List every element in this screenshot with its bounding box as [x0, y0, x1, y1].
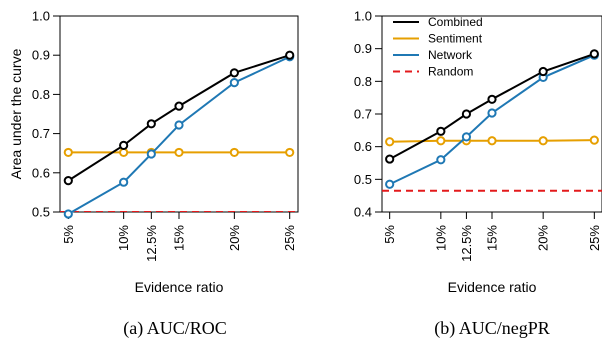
y-tick-label: 0.7: [32, 126, 50, 141]
y-tick-label: 0.6: [32, 165, 50, 180]
data-point-combined: [63, 176, 73, 186]
x-tick-label: 15%: [485, 225, 500, 251]
caption-auc-negpr: (b) AUC/negPR: [434, 318, 550, 339]
y-tick-label: 0.4: [354, 205, 372, 220]
y-tick-label: 0.5: [32, 205, 50, 220]
data-point-network: [63, 209, 73, 219]
x-axis-label: Evidence ratio: [135, 279, 224, 295]
data-point-network: [146, 149, 156, 159]
series-line-sentiment: [389, 139, 595, 143]
data-point-sentiment: [487, 136, 497, 146]
panel-auc-negpr: 0.4 0.5 0.6 0.7 0.8 0.9 1.0 5% 10% 12.5% 15% 20% 25%…: [354, 9, 602, 295]
data-point-sentiment: [385, 137, 395, 147]
data-point-network: [461, 132, 472, 142]
series-line-network: [67, 55, 291, 215]
data-point-combined: [119, 140, 129, 150]
data-point-network: [229, 78, 239, 88]
y-tick-label: 0.7: [354, 107, 372, 122]
legend-label-sentiment: Sentiment: [428, 32, 483, 46]
x-tick-label: 10%: [433, 225, 448, 251]
data-point-combined: [538, 66, 548, 77]
data-point-network: [487, 108, 497, 118]
x-tick-label: 20%: [536, 225, 551, 251]
panel-auc-roc: 0.5 0.6 0.7 0.8 0.9 1.0 5% 10% 12.5% 15% 20% 25% Evi…: [8, 9, 299, 295]
data-point-combined: [174, 101, 184, 111]
y-tick-label: 0.8: [354, 74, 372, 89]
data-point-sentiment: [174, 147, 184, 158]
data-point-sentiment: [285, 147, 295, 158]
data-point-combined: [487, 94, 497, 104]
data-point-combined: [285, 50, 295, 60]
x-tick-label: 25%: [587, 225, 602, 251]
data-point-network: [119, 177, 129, 187]
x-tick-label: 5%: [382, 225, 397, 244]
series-line-network: [389, 54, 595, 186]
data-point-combined: [229, 68, 239, 78]
legend-label-network: Network: [428, 48, 473, 62]
data-point-combined: [146, 119, 156, 129]
data-point-network: [436, 155, 446, 165]
legend-label-combined: Combined: [428, 15, 483, 29]
y-axis-label: Area under the curve: [8, 48, 24, 179]
data-point-sentiment: [538, 136, 548, 146]
data-point-sentiment: [436, 136, 446, 146]
data-point-network: [385, 179, 395, 189]
data-point-combined: [385, 154, 395, 164]
x-tick-label: 5%: [61, 225, 76, 244]
data-point-sentiment: [229, 147, 239, 158]
data-point-sentiment: [63, 147, 73, 158]
data-point-sentiment: [589, 135, 599, 145]
series-line-combined: [389, 52, 595, 160]
data-point-network: [174, 120, 184, 130]
x-tick-label: 12.5%: [459, 225, 474, 262]
caption-auc-roc: (a) AUC/ROC: [123, 318, 227, 339]
x-tick-label: 25%: [282, 225, 297, 251]
legend-label-random: Random: [428, 65, 473, 79]
x-axis-label: Evidence ratio: [448, 279, 537, 295]
data-point-combined: [589, 49, 599, 59]
y-tick-label: 1.0: [32, 9, 50, 24]
y-tick-label: 0.9: [32, 48, 50, 63]
x-tick-label: 12.5%: [144, 225, 159, 262]
x-tick-label: 10%: [116, 225, 131, 251]
y-tick-label: 0.5: [354, 172, 372, 187]
x-tick-label: 20%: [227, 225, 242, 251]
x-tick-label: 15%: [172, 225, 187, 251]
y-tick-label: 0.9: [354, 41, 372, 56]
series-line-combined: [67, 54, 291, 182]
y-tick-label: 0.6: [354, 139, 372, 154]
data-point-combined: [461, 109, 472, 119]
y-tick-label: 0.8: [32, 87, 50, 102]
data-point-combined: [436, 126, 446, 136]
y-tick-label: 1.0: [354, 9, 372, 24]
plot-frame: [59, 15, 299, 213]
